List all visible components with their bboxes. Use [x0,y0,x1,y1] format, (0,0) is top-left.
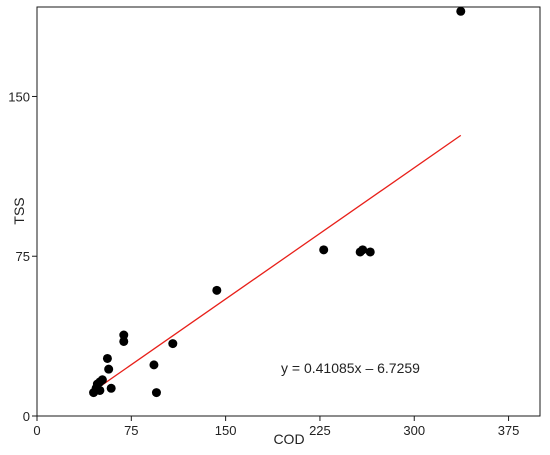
data-point [365,247,375,257]
x-tick-label: 150 [215,423,237,438]
trendline [93,134,462,392]
data-point [104,364,114,374]
x-tick-label: 225 [309,423,331,438]
data-point [212,285,222,295]
trendline-equation: y = 0.41085x – 6.7259 [281,360,420,376]
data-point [97,375,107,385]
data-point [95,385,105,395]
data-point [151,388,161,398]
x-tick-label: 300 [403,423,425,438]
data-points [89,6,466,398]
y-tick-label: 0 [23,409,30,424]
x-axis-title: COD [273,431,304,447]
x-tick-label: 0 [33,423,40,438]
data-point [106,383,116,393]
data-point [319,245,329,255]
y-axis-title: TSS [11,197,27,224]
data-point [119,330,129,340]
y-tick-label: 150 [8,89,30,104]
y-tick-label: 75 [16,249,30,264]
data-point [119,336,129,346]
data-point [168,339,178,349]
data-point [456,6,466,16]
x-tick-label: 375 [498,423,520,438]
axis-ticks: 0 75 150 225 300 375 0 75 150 [8,89,519,438]
data-point [149,360,159,370]
plot-frame [36,6,541,417]
data-point [102,353,112,363]
x-tick-label: 75 [124,423,138,438]
trendline-layer [93,134,462,392]
data-point [358,245,368,255]
